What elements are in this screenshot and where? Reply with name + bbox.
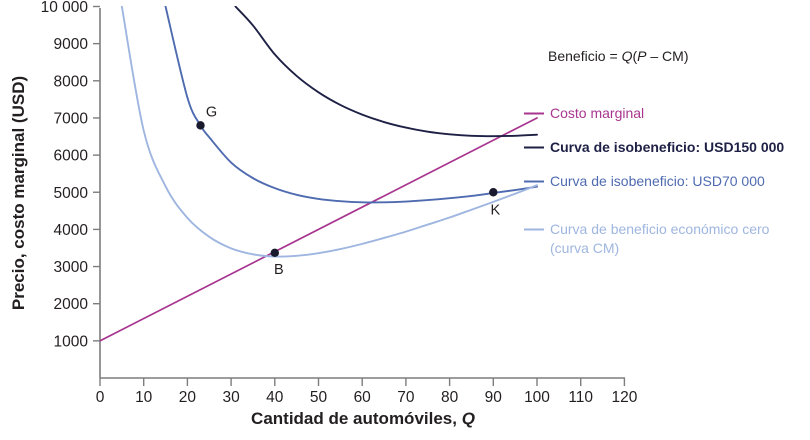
x-tick-label: 10 — [135, 389, 153, 406]
x-tick-label: 30 — [222, 389, 240, 406]
y-tick-label: 3000 — [54, 259, 89, 276]
x-tick-label: 110 — [568, 389, 593, 406]
x-axis-ticks: 0 10 20 30 40 50 60 70 80 90 100 110 120 — [96, 378, 638, 406]
series-line — [120, 6, 538, 258]
y-tick-label: 5000 — [54, 185, 89, 202]
legend-label: Curva de isobeneficio: USD70 000 — [550, 173, 765, 189]
x-tick-label: 90 — [485, 389, 503, 406]
series-line — [100, 117, 538, 342]
data-point-label: B — [274, 262, 284, 278]
x-tick-label: 60 — [354, 389, 372, 406]
data-point-marker — [489, 188, 498, 197]
x-tick-label: 40 — [266, 389, 284, 406]
y-tick-label: 2000 — [54, 296, 89, 313]
chart-legend: Costo marginal Curva de isobeneficio: USD… — [524, 105, 784, 256]
x-tick-label: 50 — [310, 389, 328, 406]
series-line — [234, 6, 538, 138]
data-point-marker — [196, 121, 205, 130]
y-tick-label: 9000 — [54, 36, 89, 53]
y-tick-label: 4000 — [54, 222, 89, 239]
y-axis-title: Precio, costo marginal (USD) — [9, 76, 28, 310]
y-axis-ticks: 1000 2000 3000 4000 5000 6000 7000 8000 9000 10 0… — [41, 0, 100, 350]
x-tick-label: 100 — [524, 389, 550, 406]
legend-label: Costo marginal — [550, 105, 644, 121]
x-tick-label: 120 — [611, 389, 637, 406]
x-axis-title: Cantidad de automóviles, Q — [251, 409, 475, 428]
y-tick-label: 7000 — [54, 110, 89, 127]
legend-label: Curva de beneficio económico cero — [550, 221, 770, 237]
chart-series-group — [100, 6, 538, 342]
x-tick-label: 20 — [179, 389, 197, 406]
x-tick-label: 70 — [397, 389, 415, 406]
legend-label-line2: (curva CM) — [550, 240, 619, 256]
data-point-label: G — [206, 104, 217, 120]
y-tick-label: 1000 — [54, 333, 89, 350]
data-point-label: K — [490, 202, 500, 218]
x-tick-label: 0 — [96, 389, 105, 406]
x-tick-label: 80 — [441, 389, 459, 406]
data-points-group: G B K — [196, 104, 500, 278]
series-line — [164, 6, 538, 204]
y-tick-label: 10 000 — [41, 0, 89, 16]
legend-label: Curva de isobeneficio: USD150 000 — [550, 139, 784, 155]
profit-formula-annotation: Beneficio = Q(P – CM) — [548, 48, 689, 64]
data-point-marker — [270, 248, 279, 258]
y-tick-label: 6000 — [54, 148, 89, 165]
y-tick-label: 8000 — [54, 73, 89, 90]
